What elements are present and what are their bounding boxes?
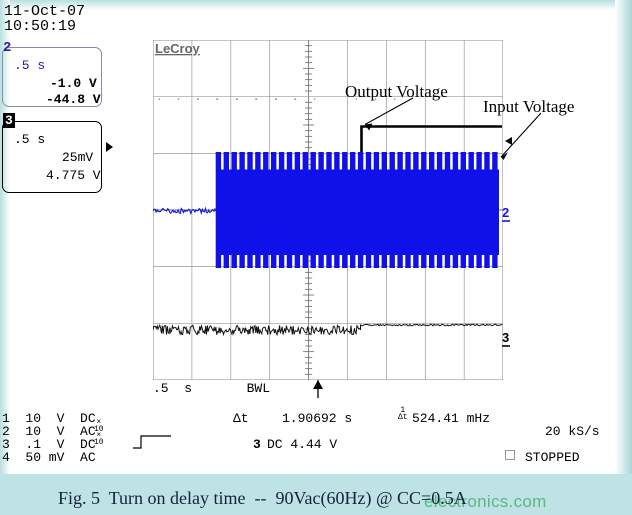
- svg-text:3: 3: [502, 330, 509, 345]
- svg-text:2: 2: [502, 205, 509, 220]
